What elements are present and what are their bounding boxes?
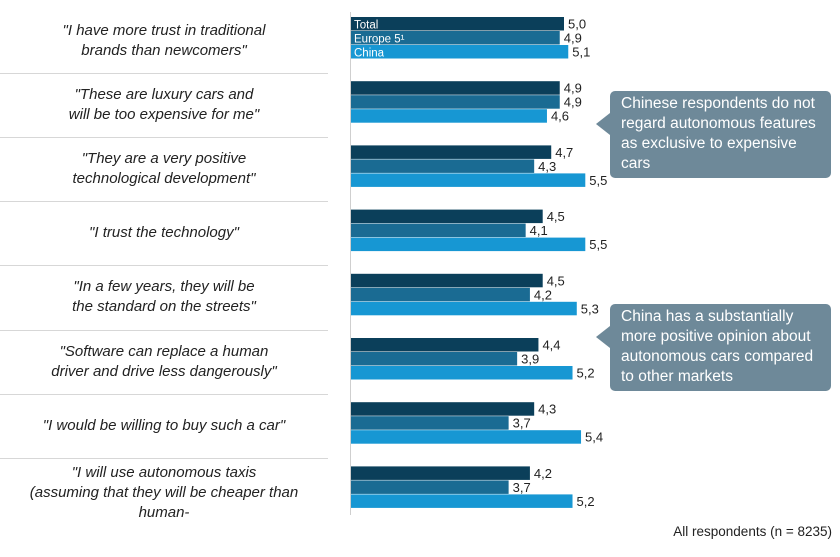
callout-luxury-cars: Chinese respondents do not regard autono… — [596, 91, 831, 178]
bar-8-china — [351, 494, 573, 508]
bar-6-china — [351, 366, 573, 380]
bar-8-europe-5 — [351, 480, 509, 494]
row-divider — [0, 458, 328, 459]
value-label-2-2: 4,9 — [564, 95, 582, 110]
bar-2-total — [351, 81, 560, 95]
statement-label-1: "I have more trust in traditional brands… — [62, 22, 266, 59]
value-label-7-2: 3,7 — [513, 416, 531, 431]
bar-2-china — [351, 109, 547, 123]
bar-4-china — [351, 237, 586, 252]
legend-label-3: China — [354, 48, 385, 60]
value-label-2-3: 4,6 — [551, 109, 569, 124]
value-label-5-2: 4,2 — [534, 287, 552, 302]
statement-label-4: "I trust the technology" — [89, 224, 239, 241]
value-label-7-1: 4,3 — [538, 402, 556, 417]
statement-label-5: "In a few years, they will be the standa… — [72, 278, 256, 315]
footnote-respondents: All respondents (n = 8235) — [673, 524, 832, 539]
value-label-1-1: 5,0 — [568, 17, 586, 32]
bar-3-total — [351, 145, 552, 159]
bar-1-europe-5 — [351, 31, 560, 45]
bar-7-europe-5 — [351, 416, 509, 430]
row-divider — [0, 137, 328, 138]
row-divider — [0, 330, 328, 331]
row-divider — [0, 265, 328, 266]
bar-1-total — [351, 17, 564, 31]
row-divider — [0, 394, 328, 395]
value-label-1-3: 5,1 — [572, 45, 590, 60]
value-label-3-2: 4,3 — [538, 159, 556, 174]
bar-8-total — [351, 466, 530, 480]
value-axis-line — [350, 12, 351, 515]
statement-label-7: "I would be willing to buy such a car" — [42, 417, 286, 434]
value-label-6-3: 5,2 — [577, 366, 595, 381]
bar-4-total — [351, 209, 543, 224]
value-label-6-2: 3,9 — [521, 352, 539, 367]
value-label-3-3: 5,5 — [589, 173, 607, 188]
bar-1-china — [351, 45, 569, 59]
value-label-5-3: 5,3 — [581, 301, 599, 316]
row-divider — [0, 73, 328, 74]
callout-china-positive: China has a substantially more positive … — [596, 304, 831, 391]
value-label-8-3: 5,2 — [577, 494, 595, 509]
statement-label-6: "Software can replace a human driver and… — [51, 343, 277, 380]
legend-label-2: Europe 5¹ — [354, 34, 405, 46]
value-label-4-2: 4,1 — [530, 223, 548, 238]
bar-4-europe-5 — [351, 223, 526, 238]
row-divider — [0, 201, 328, 202]
bar-2-europe-5 — [351, 95, 560, 109]
statement-label-3: "They are a very positive technological … — [72, 150, 256, 187]
value-label-2-1: 4,9 — [564, 81, 582, 96]
value-label-6-1: 4,4 — [542, 338, 560, 353]
value-label-4-1: 4,5 — [547, 209, 565, 224]
bar-6-total — [351, 338, 539, 352]
bar-3-europe-5 — [351, 159, 535, 173]
value-label-7-3: 5,4 — [585, 430, 603, 445]
bar-7-china — [351, 430, 582, 444]
bar-5-total — [351, 273, 543, 288]
value-label-5-1: 4,5 — [547, 273, 565, 288]
bar-5-china — [351, 301, 577, 316]
bar-6-europe-5 — [351, 352, 518, 366]
bar-5-europe-5 — [351, 287, 530, 302]
legend-label-1: Total — [354, 20, 378, 32]
statement-label-8: "I will use autonomous taxis (assuming t… — [29, 464, 299, 521]
value-label-3-1: 4,7 — [555, 145, 573, 160]
value-label-4-3: 5,5 — [589, 237, 607, 252]
value-label-1-2: 4,9 — [564, 31, 582, 46]
bar-7-total — [351, 402, 535, 416]
statement-label-2: "These are luxury cars and will be too e… — [68, 86, 260, 123]
value-label-8-1: 4,2 — [534, 466, 552, 481]
bar-3-china — [351, 173, 586, 187]
value-label-8-2: 3,7 — [513, 480, 531, 495]
